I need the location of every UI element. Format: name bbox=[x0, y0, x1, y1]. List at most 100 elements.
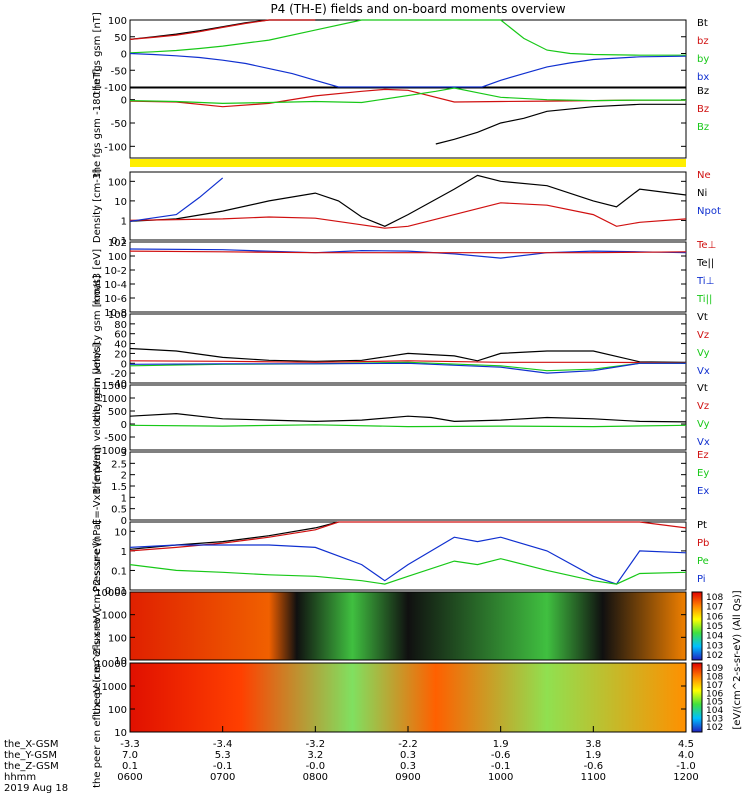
y-axis-label: Pressure [nPa] bbox=[92, 520, 103, 592]
legend-entry: bz bbox=[697, 36, 709, 47]
y-tick-label: 0.01 bbox=[105, 586, 127, 597]
y-tick-label: -1000 bbox=[98, 446, 127, 457]
legend-entry: Bt bbox=[697, 18, 708, 29]
legend-entry: bx bbox=[697, 72, 709, 83]
colorbar-tick-label: 108 bbox=[706, 593, 723, 603]
series-line-Ni bbox=[129, 174, 687, 227]
heatmap-image bbox=[130, 663, 686, 732]
y-tick-label: 1.5 bbox=[111, 482, 127, 493]
x-row-value: 0.3 bbox=[400, 761, 416, 772]
y-tick-label: 10000 bbox=[95, 588, 127, 599]
legend-entry: Ti⊥ bbox=[696, 276, 714, 287]
legend-entry: Te⊥ bbox=[696, 240, 716, 251]
panel-frame bbox=[129, 451, 687, 521]
y-tick-label: -40 bbox=[111, 379, 127, 390]
legend-entry: Npot bbox=[697, 206, 721, 217]
y-tick-label: 100 bbox=[108, 705, 127, 716]
series-line-Vz bbox=[129, 360, 687, 364]
date-label: 2019 Aug 18 bbox=[4, 783, 68, 794]
legend-entry: Pe bbox=[697, 556, 709, 567]
panel-frame bbox=[129, 87, 687, 159]
y-tick-label: 10 bbox=[114, 197, 127, 208]
legend-entry: Ni bbox=[697, 188, 707, 199]
legend-entry: Vx bbox=[697, 366, 710, 377]
series-line-Bz bbox=[435, 103, 686, 145]
x-row-value: 0.3 bbox=[400, 750, 416, 761]
y-tick-label: 10-4 bbox=[104, 280, 127, 291]
y-tick-label: 0 bbox=[121, 420, 127, 431]
panel-2: 100 10 1 0.1 Density [cm-3] Ne Ni Npot bbox=[92, 169, 721, 247]
y-tick-label: 0 bbox=[121, 96, 127, 107]
x-row-value: 5.3 bbox=[215, 750, 231, 761]
colorbar bbox=[691, 662, 703, 733]
series-line-by bbox=[129, 19, 686, 56]
y-axis-label: the fgs gsm [nT] bbox=[92, 12, 103, 95]
legend-entry: Ey bbox=[697, 468, 709, 479]
x-row-value: 3.2 bbox=[307, 750, 323, 761]
x-row-value: -0.1 bbox=[213, 761, 233, 772]
y-tick-label: 20 bbox=[114, 349, 127, 360]
plot-title: P4 (TH-E) fields and on-board moments ov… bbox=[270, 2, 565, 16]
y-tick-label: -20 bbox=[111, 369, 127, 380]
legend-entry: Vx bbox=[697, 437, 710, 448]
status-bar bbox=[130, 159, 686, 167]
x-row-value: 4.5 bbox=[678, 739, 694, 750]
y-tick-label: 100 bbox=[108, 633, 127, 644]
series-line-bx bbox=[129, 52, 687, 88]
y-axis-label: Density [cm-3] bbox=[92, 169, 103, 243]
x-row-value: -0.6 bbox=[491, 750, 511, 761]
y-tick-label: 0.1 bbox=[111, 236, 127, 247]
y-tick-label: 100 bbox=[108, 16, 127, 27]
x-row-label: the_Z-GSM bbox=[4, 761, 59, 772]
colorbar-tick-label: 102 bbox=[706, 723, 723, 733]
x-row-label: the_Y-GSM bbox=[4, 750, 57, 761]
x-row-value: 7.0 bbox=[122, 750, 138, 761]
y-tick-label: 1 bbox=[121, 547, 127, 558]
legend-entry: Vt bbox=[697, 383, 708, 394]
y-tick-label: 1 bbox=[121, 216, 127, 227]
x-row-value: -3.3 bbox=[120, 739, 140, 750]
x-row-value: -0.1 bbox=[491, 761, 511, 772]
colorbar-tick-label: 105 bbox=[706, 698, 723, 708]
y-tick-label: 1000 bbox=[102, 682, 127, 693]
legend-entry: Pb bbox=[697, 538, 709, 549]
y-tick-label: 100 bbox=[108, 310, 127, 321]
y-tick-label: 0 bbox=[121, 50, 127, 61]
series-line-Te⊥ bbox=[129, 250, 687, 254]
series-line-bz bbox=[129, 19, 316, 40]
x-row-value: -1.0 bbox=[676, 761, 696, 772]
y-axis-label: the fgs gsm -180 [nT] bbox=[92, 69, 103, 178]
series-line-Vy bbox=[129, 424, 687, 428]
series-line-Bz bbox=[129, 88, 686, 108]
x-row-value: 0900 bbox=[395, 772, 420, 783]
x-row-value: 0700 bbox=[210, 772, 235, 783]
y-axis-label: the peer en eflux eV (cm^2-s-sr-eV) bbox=[92, 607, 103, 788]
legend-entry: by bbox=[697, 54, 709, 65]
y-tick-label: 3 bbox=[121, 448, 127, 459]
legend-entry: Pi bbox=[697, 574, 706, 585]
y-tick-label: 10-2 bbox=[104, 266, 127, 277]
y-axis-label: the peim velocity gsm [km/s] bbox=[92, 275, 103, 422]
x-row-value: 0.1 bbox=[122, 761, 138, 772]
y-tick-label: 1000 bbox=[102, 611, 127, 622]
legend-entry: Bz bbox=[697, 122, 709, 133]
y-axis-label: the peir en eflux eV (cm^2-s-sr-eV) bbox=[92, 537, 103, 714]
time-axis: the_X-GSM -3.3 -3.4 -3.2 -2.2 1.9 3.8 4.5the_Y-… bbox=[4, 726, 699, 794]
series-line-Pi bbox=[129, 536, 687, 585]
y-axis-label: the peem velocity gsm [km/s] bbox=[92, 343, 103, 493]
colorbar-tick-label: 106 bbox=[706, 689, 723, 699]
x-row-value: -3.2 bbox=[306, 739, 326, 750]
series-line-Ne bbox=[129, 202, 687, 229]
x-row-value: -3.4 bbox=[213, 739, 233, 750]
panel-frame bbox=[129, 171, 687, 241]
panel-frame bbox=[129, 384, 687, 451]
x-row-value: -2.2 bbox=[398, 739, 418, 750]
